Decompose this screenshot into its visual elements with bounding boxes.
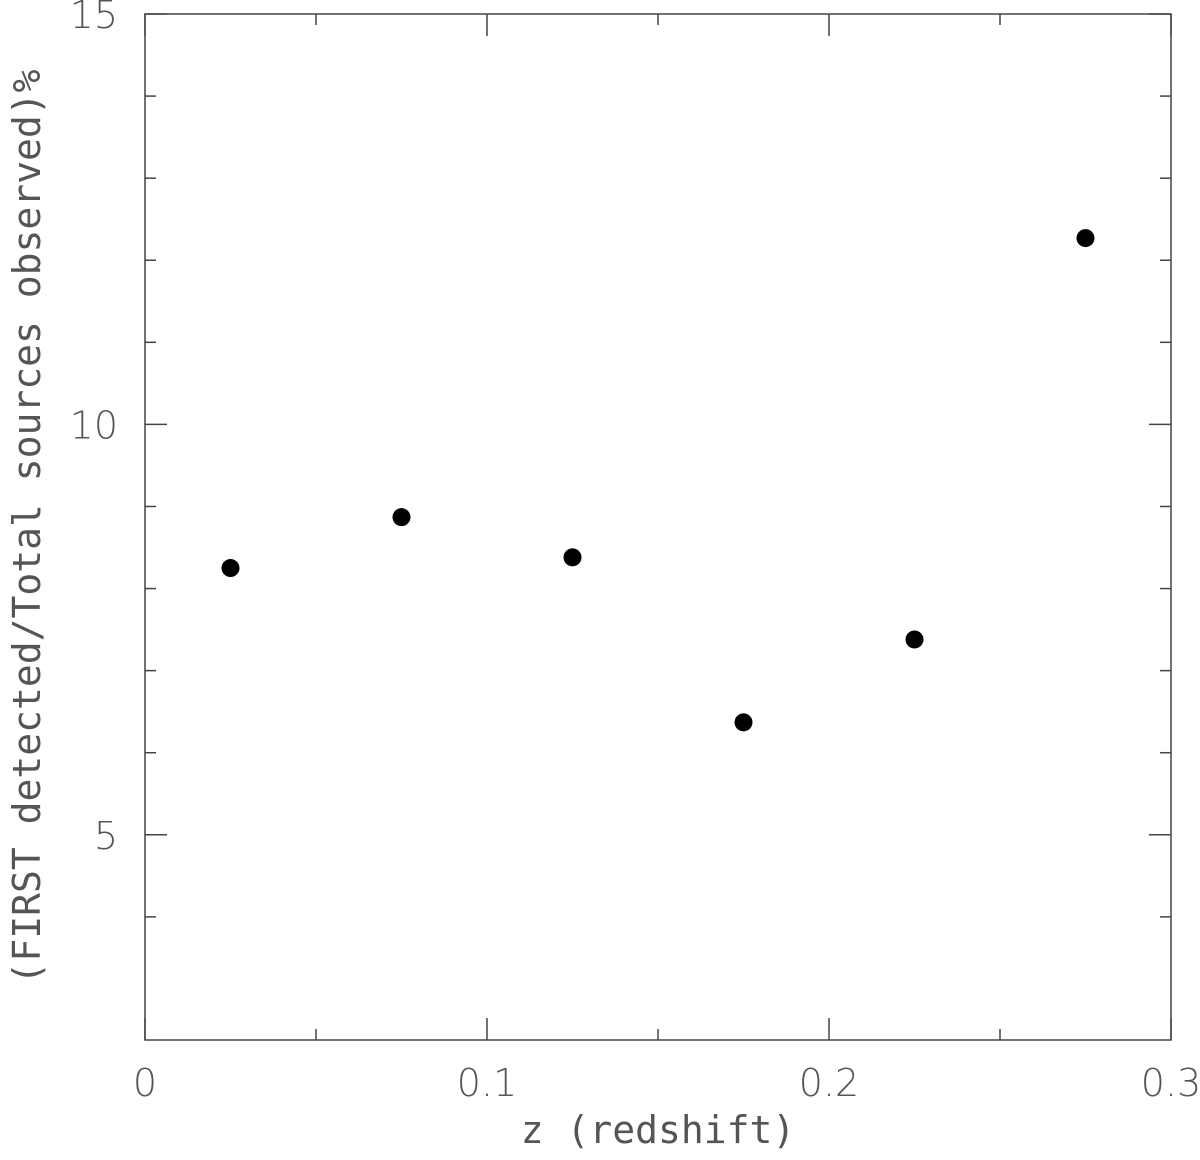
data-points [221,229,1095,732]
y-axis-ticks [145,13,1171,918]
x-axis-label: z (redshift) [521,1108,796,1152]
y-axis-label: (FIRST detected/Total sources observed)% [5,69,49,984]
data-point [392,508,411,527]
data-point [221,559,240,578]
x-tick-label: 0.1 [457,1061,517,1105]
data-point [734,713,753,732]
x-axis-tick-labels: 0 0.1 0.2 0.3 [133,1061,1200,1105]
x-tick-label: 0.2 [799,1061,859,1105]
plot-frame [144,13,1172,1041]
y-tick-label: 5 [94,814,118,858]
data-point [905,630,924,649]
data-point [563,548,582,567]
data-point [1076,229,1095,248]
x-axis-ticks [144,14,1172,1040]
y-tick-label: 15 [70,0,118,37]
x-tick-label: 0 [133,1061,157,1105]
y-axis-tick-labels: 5 10 15 [70,0,118,858]
x-tick-label: 0.3 [1141,1061,1200,1105]
y-tick-label: 10 [70,403,118,447]
